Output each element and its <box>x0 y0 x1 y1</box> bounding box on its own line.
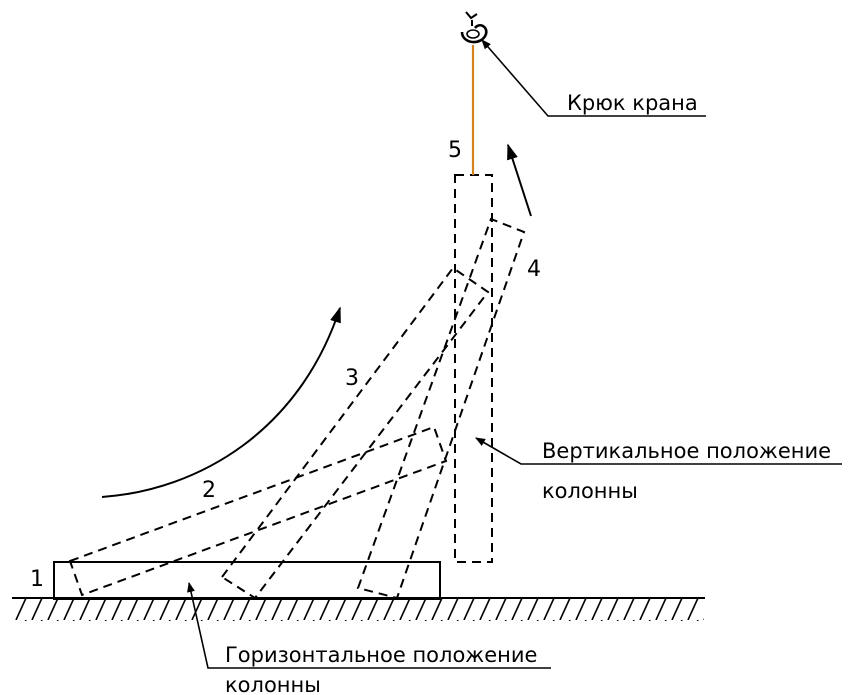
column-position-1 <box>53 561 441 600</box>
column-position-4 <box>356 217 526 600</box>
column-position-3 <box>220 266 490 600</box>
vertical-caption-line2: колонны <box>542 479 638 503</box>
vertical-caption-line1: Вертикальное положение <box>542 439 831 463</box>
horizontal-leader-line <box>187 582 551 669</box>
ground-hatching <box>14 599 704 621</box>
rotation-arrow-icon <box>101 306 341 498</box>
ground <box>12 597 705 621</box>
position-label-4: 4 <box>527 257 541 282</box>
hook-caption: Крюк крана <box>567 91 698 115</box>
position-label-1: 1 <box>30 567 44 592</box>
lift-arrow-icon <box>507 143 532 217</box>
horizontal-caption-line2: колонны <box>225 673 321 695</box>
horizontal-caption-line1: Горизонтальное положение <box>225 643 537 667</box>
hook-leader-line <box>481 39 706 117</box>
position-label-5: 5 <box>448 138 462 163</box>
vertical-leader-line <box>475 437 842 465</box>
crane-hook-icon <box>460 11 488 44</box>
column-position-2 <box>68 425 448 597</box>
position-label-2: 2 <box>202 478 216 503</box>
position-label-3: 3 <box>345 366 359 391</box>
